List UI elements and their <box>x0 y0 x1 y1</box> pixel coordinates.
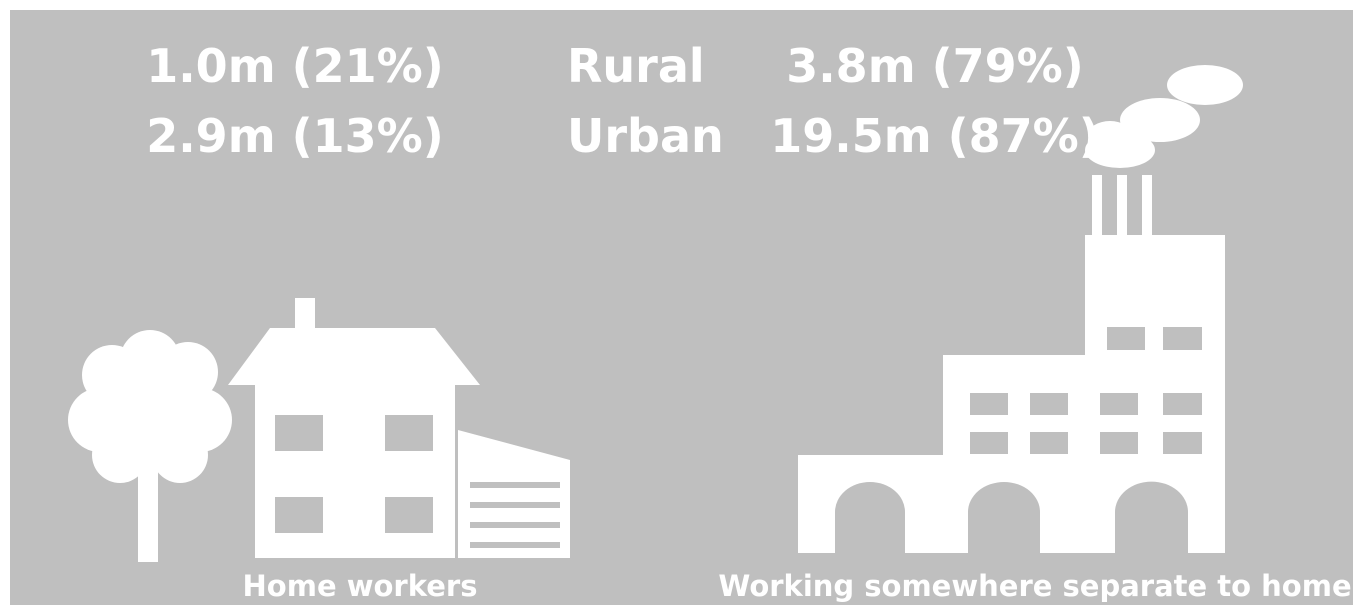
home-value: 1.0m (21%) <box>146 39 444 93</box>
separate-value: 3.8m (79%) <box>786 39 1084 93</box>
separate-value: 19.5m (87%) <box>770 109 1100 163</box>
page: 1.0m (21%) Rural 3.8m (79%) 2.9m (13%) U… <box>0 0 1363 605</box>
area-label: Rural <box>567 39 705 93</box>
area-label: Urban <box>567 109 724 163</box>
caption: Working somewhere separate to home <box>718 569 1351 603</box>
infographic: 1.0m (21%) Rural 3.8m (79%) 2.9m (13%) U… <box>0 0 1363 605</box>
caption: Home workers <box>243 569 478 603</box>
home-value: 2.9m (13%) <box>146 109 444 163</box>
